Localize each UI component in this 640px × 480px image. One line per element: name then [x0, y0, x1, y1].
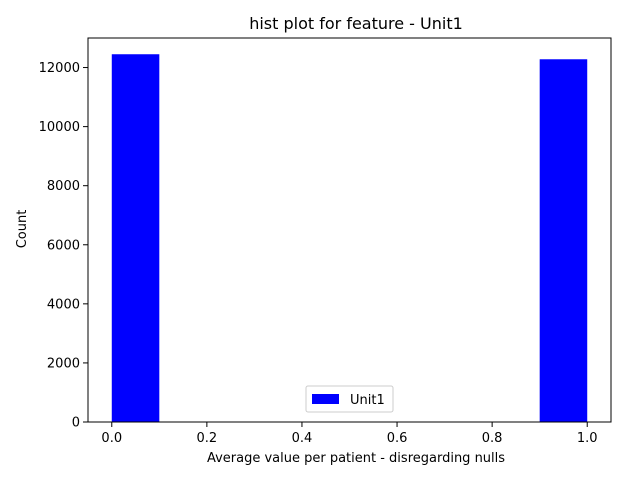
- y-tick-label: 0: [72, 416, 80, 431]
- legend: Unit1: [305, 385, 394, 413]
- plot-frame: [87, 37, 612, 423]
- x-tick-label: 0.4: [292, 431, 313, 446]
- y-tick-label: 6000: [47, 238, 80, 253]
- y-tick-label: 10000: [39, 120, 80, 135]
- y-axis-label: Count: [15, 210, 30, 249]
- y-tick-label: 8000: [47, 179, 80, 194]
- bar-1: [539, 59, 588, 422]
- bars-group: [111, 54, 588, 422]
- y-tick-label: 4000: [47, 297, 80, 312]
- legend-swatch: [312, 394, 339, 404]
- legend-entry-unit1: Unit1: [350, 393, 385, 408]
- x-tick-label: 1.0: [577, 431, 598, 446]
- y-tick-label: 12000: [39, 61, 80, 76]
- legend-box: [305, 385, 394, 413]
- chart-title: hist plot for feature - Unit1: [249, 14, 463, 33]
- y-axis-ticks: 0 2000 4000 6000 8000 10000 12000: [39, 61, 88, 431]
- x-tick-label: 0.6: [387, 431, 408, 446]
- x-tick-label: 0.8: [482, 431, 503, 446]
- x-tick-label: 0.0: [101, 431, 122, 446]
- y-tick-label: 2000: [47, 356, 80, 371]
- x-axis-label: Average value per patient - disregarding…: [207, 451, 505, 466]
- x-axis-ticks: 0.0 0.2 0.4 0.6 0.8 1.0: [101, 422, 598, 446]
- bar-0: [111, 54, 160, 422]
- x-tick-label: 0.2: [197, 431, 218, 446]
